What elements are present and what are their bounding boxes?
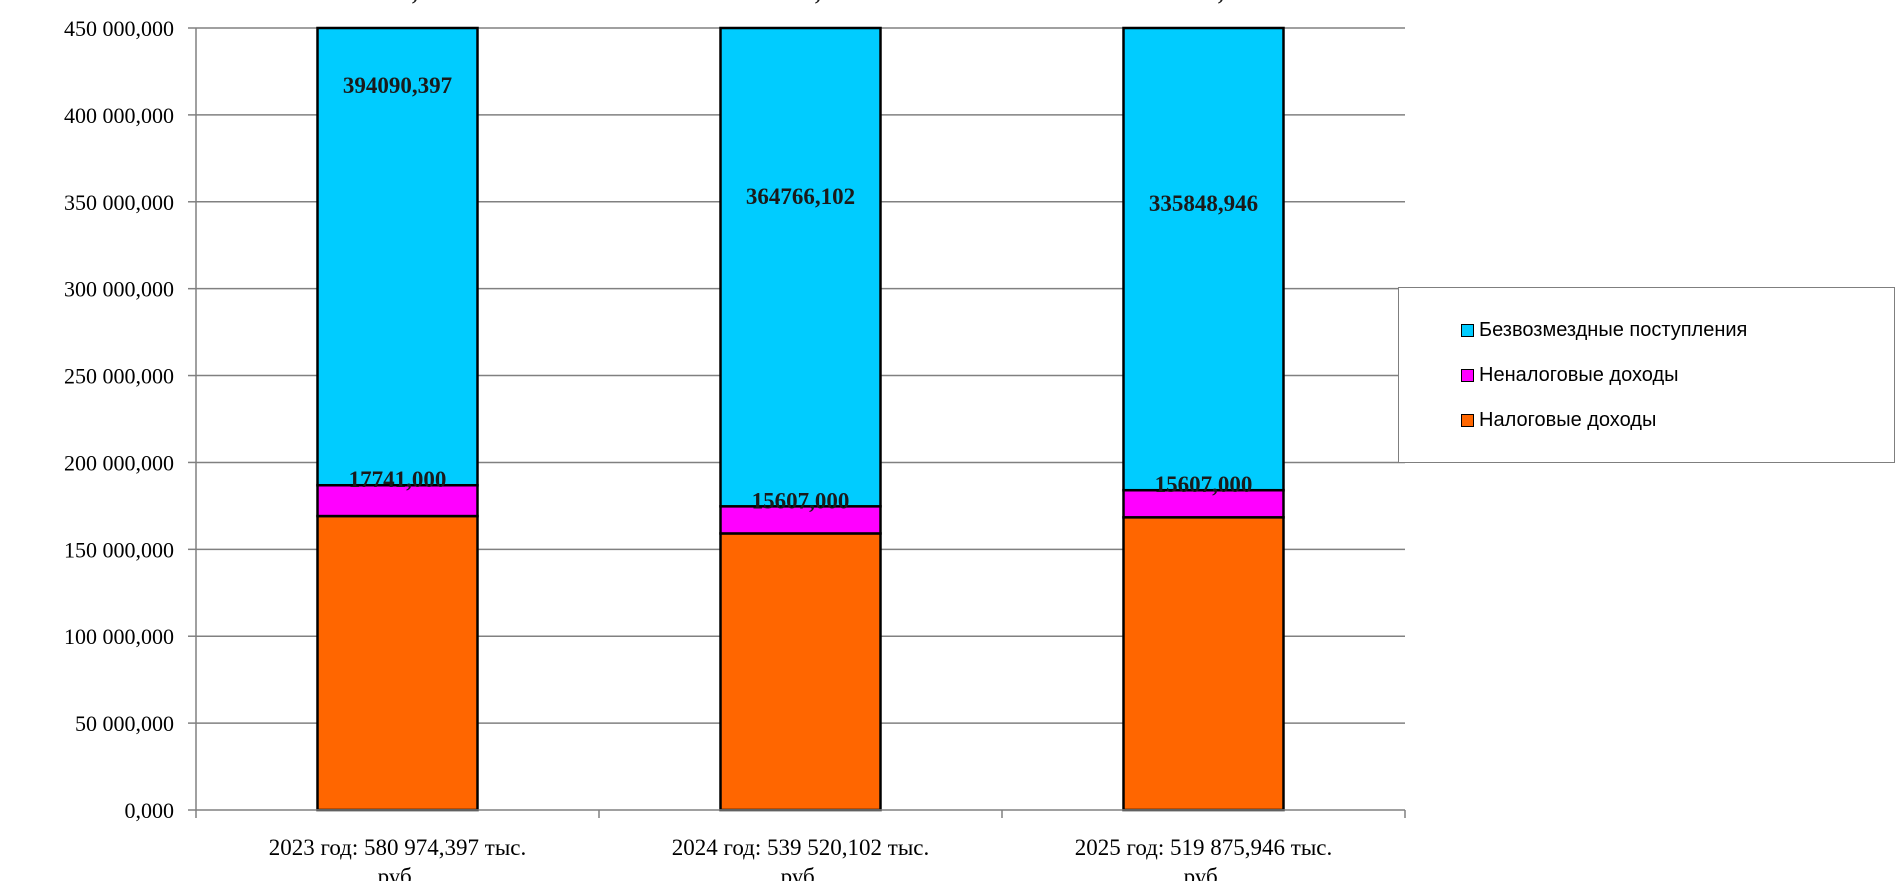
bars xyxy=(316,26,1285,812)
x-category-label: руб. xyxy=(781,864,821,881)
x-category-label: руб. xyxy=(378,864,418,881)
y-tick-label: 150 000,000 xyxy=(64,537,174,562)
y-tick-labels: 0,000 50 000,000 100 000,000 150 000,000 200… xyxy=(64,16,174,823)
legend-item-nenalogovye: Неналоговые доходы xyxy=(1461,364,1678,387)
legend-label: Неналоговые доходы xyxy=(1479,364,1679,386)
x-category-label: 2024 год: 539 520,102 тыс. xyxy=(672,835,930,860)
data-labels: 169143,000 17741,000 394090,397 159147,000 1… xyxy=(343,0,1258,513)
x-category-labels: 2023 год: 580 974,397 тыс. руб. 2024 год: … xyxy=(269,835,1333,881)
data-label: 15607,000 xyxy=(1155,472,1253,497)
bar-segment xyxy=(1122,488,1285,519)
legend-swatch xyxy=(1461,414,1474,427)
y-tick-label: 400 000,000 xyxy=(64,103,174,128)
y-tick-label: 450 000,000 xyxy=(64,16,174,41)
x-category-label: 2025 год: 519 875,946 тыс. xyxy=(1075,835,1333,860)
legend-label: Безвозмездные поступления xyxy=(1479,319,1748,341)
bar-segment xyxy=(719,532,882,812)
data-label: 168420,000 xyxy=(1149,0,1258,5)
bar-segment xyxy=(1122,26,1285,492)
legend-label: Налоговые доходы xyxy=(1479,409,1657,431)
y-tick-label: 250 000,000 xyxy=(64,364,174,389)
data-label: 17741,000 xyxy=(349,467,447,492)
y-tick-label: 350 000,000 xyxy=(64,190,174,215)
x-category-label: руб. xyxy=(1184,864,1224,881)
y-tick-label: 50 000,000 xyxy=(75,711,174,736)
bar-segment xyxy=(719,26,882,508)
bar-segment xyxy=(316,514,479,812)
legend-swatch xyxy=(1461,369,1474,382)
y-tick-label: 0,000 xyxy=(125,798,175,823)
y-tick-label: 200 000,000 xyxy=(64,450,174,475)
axes xyxy=(188,27,1406,818)
legend-item-nalogovye: Налоговые доходы xyxy=(1461,409,1656,432)
legend: Безвозмездные поступления Неналоговые до… xyxy=(1398,287,1895,463)
data-label: 364766,102 xyxy=(746,184,855,209)
bar-segment xyxy=(316,483,479,518)
data-label: 394090,397 xyxy=(343,73,452,98)
legend-item-bezvozmezdnye: Безвозмездные поступления xyxy=(1461,319,1747,342)
data-label: 15607,000 xyxy=(752,488,850,513)
x-category-label: 2023 год: 580 974,397 тыс. xyxy=(269,835,527,860)
y-tick-label: 100 000,000 xyxy=(64,624,174,649)
bar-segment xyxy=(1122,516,1285,812)
y-tick-label: 300 000,000 xyxy=(64,277,174,302)
data-label: 159147,000 xyxy=(746,0,855,5)
legend-swatch xyxy=(1461,324,1474,337)
data-label: 169143,000 xyxy=(343,0,452,5)
bar-segment xyxy=(316,26,479,487)
data-label: 335848,946 xyxy=(1149,191,1258,216)
